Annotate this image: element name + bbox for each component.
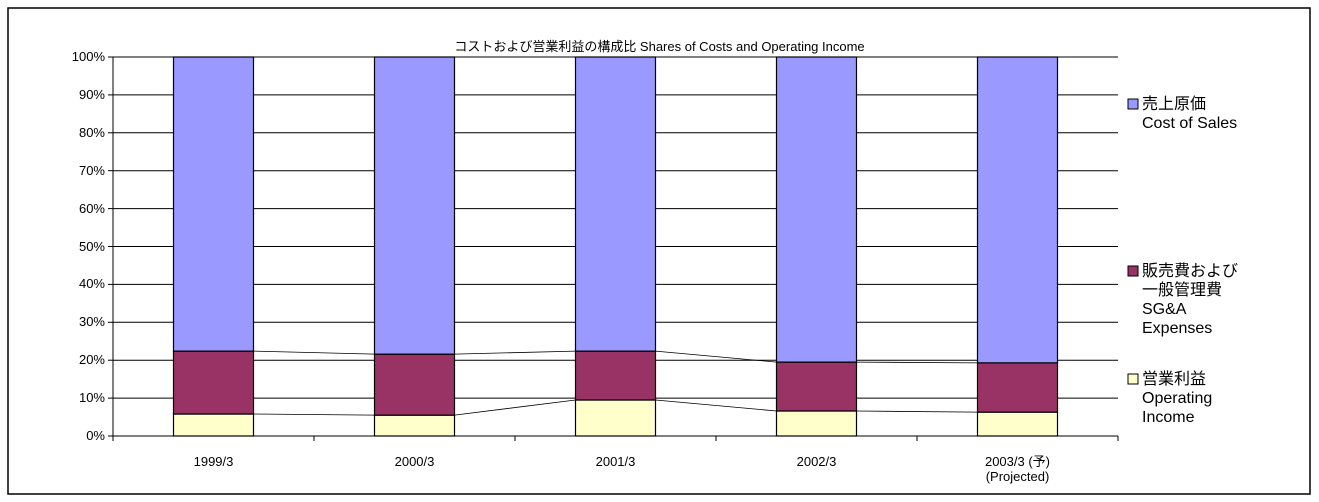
series-line [253, 413, 375, 416]
bar-segment [172, 350, 255, 415]
x-tick-label: 2000/3 [394, 454, 435, 469]
y-tick-label: 90% [78, 86, 105, 102]
legend-label: 売上原価 Cost of Sales [1142, 96, 1238, 132]
series-line [655, 350, 777, 363]
y-tick-label: 80% [78, 124, 105, 140]
x-tick-label: 1999/3 [193, 454, 234, 469]
y-tick-label: 50% [78, 238, 105, 254]
bar-segment [373, 353, 456, 416]
y-tick-label: 60% [78, 200, 105, 216]
bar-segment [976, 411, 1059, 437]
chart-title: コストおよび営業利益の構成比 Shares of Costs and Opera… [454, 39, 865, 54]
bar-segment [373, 56, 456, 355]
bar-segment [775, 410, 858, 437]
x-tick-label: 2001/3 [595, 454, 636, 469]
series-line [454, 350, 576, 355]
series-line [856, 410, 978, 413]
x-tick-label: 2003/3 (予) (Projected) [984, 454, 1051, 484]
series-line [655, 399, 777, 412]
bar-segment [775, 56, 858, 363]
bar-segment [775, 361, 858, 412]
bar-segment [172, 56, 255, 352]
series-line [253, 350, 375, 355]
bar-segment [574, 56, 657, 352]
legend-swatch [1127, 98, 1139, 110]
y-tick-label: 30% [78, 314, 105, 330]
y-tick-label: 100% [71, 49, 105, 64]
series-line [454, 399, 576, 416]
bar-segment [976, 362, 1059, 413]
legend-label: 営業利益 Operating Income [1142, 371, 1213, 426]
bar-segment [976, 56, 1059, 364]
bar-segment [373, 414, 456, 437]
y-tick-label: 20% [78, 352, 105, 368]
legend-swatch [1127, 265, 1139, 277]
y-tick-label: 40% [78, 276, 105, 292]
legend-label: 販売費および 一般管理費 SG&A Expenses [1142, 263, 1239, 337]
y-tick-label: 10% [78, 390, 105, 406]
bar-segment [172, 413, 255, 437]
series-line [856, 361, 978, 364]
y-tick-label: 70% [78, 162, 105, 178]
legend-swatch [1127, 373, 1139, 385]
y-tick-label: 0% [86, 428, 105, 443]
x-tick-label: 2002/3 [796, 454, 837, 469]
bar-segment [574, 350, 657, 401]
bar-segment [574, 399, 657, 437]
